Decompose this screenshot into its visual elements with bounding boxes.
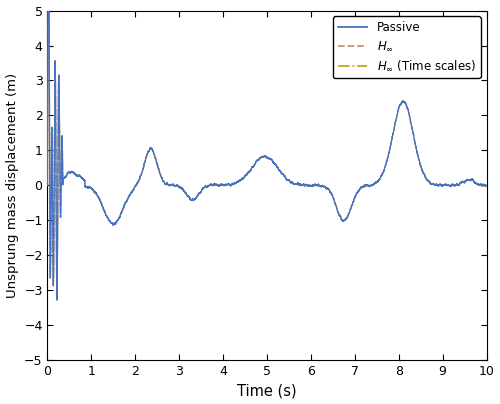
$H_{\infty}$ (Time scales) xyxy=(96,194,102,199)
$H_{\infty}$ xyxy=(403,101,409,106)
Passive xyxy=(96,194,102,199)
Line: $H_{\infty}$ (Time scales): $H_{\infty}$ (Time scales) xyxy=(48,0,486,300)
Line: $H_{\infty}$: $H_{\infty}$ xyxy=(48,0,486,300)
X-axis label: Time (s): Time (s) xyxy=(237,383,297,398)
Passive xyxy=(44,183,51,188)
$H_{\infty}$ xyxy=(275,166,281,170)
Y-axis label: Unsprung mass displacement (m): Unsprung mass displacement (m) xyxy=(6,73,18,298)
Passive xyxy=(452,183,458,188)
Passive xyxy=(275,166,281,170)
Passive xyxy=(484,183,490,188)
Passive xyxy=(280,172,286,177)
$H_{\infty}$ xyxy=(452,183,458,188)
Passive xyxy=(403,102,409,107)
$H_{\infty}$ xyxy=(280,172,286,177)
Passive xyxy=(359,185,365,190)
Legend: Passive, $H_{\infty}$, $H_{\infty}$ (Time scales): Passive, $H_{\infty}$, $H_{\infty}$ (Tim… xyxy=(333,17,480,78)
Passive xyxy=(54,297,60,302)
Line: Passive: Passive xyxy=(48,0,486,300)
$H_{\infty}$ xyxy=(96,194,102,199)
$H_{\infty}$ (Time scales) xyxy=(54,298,60,303)
$H_{\infty}$ (Time scales) xyxy=(403,102,409,107)
$H_{\infty}$ xyxy=(359,185,365,189)
$H_{\infty}$ xyxy=(54,297,60,302)
$H_{\infty}$ (Time scales) xyxy=(275,166,281,170)
$H_{\infty}$ (Time scales) xyxy=(484,183,490,188)
$H_{\infty}$ xyxy=(44,183,51,188)
$H_{\infty}$ xyxy=(484,183,490,188)
$H_{\infty}$ (Time scales) xyxy=(359,185,365,190)
$H_{\infty}$ (Time scales) xyxy=(44,183,51,188)
$H_{\infty}$ (Time scales) xyxy=(280,173,286,177)
$H_{\infty}$ (Time scales) xyxy=(452,183,458,187)
